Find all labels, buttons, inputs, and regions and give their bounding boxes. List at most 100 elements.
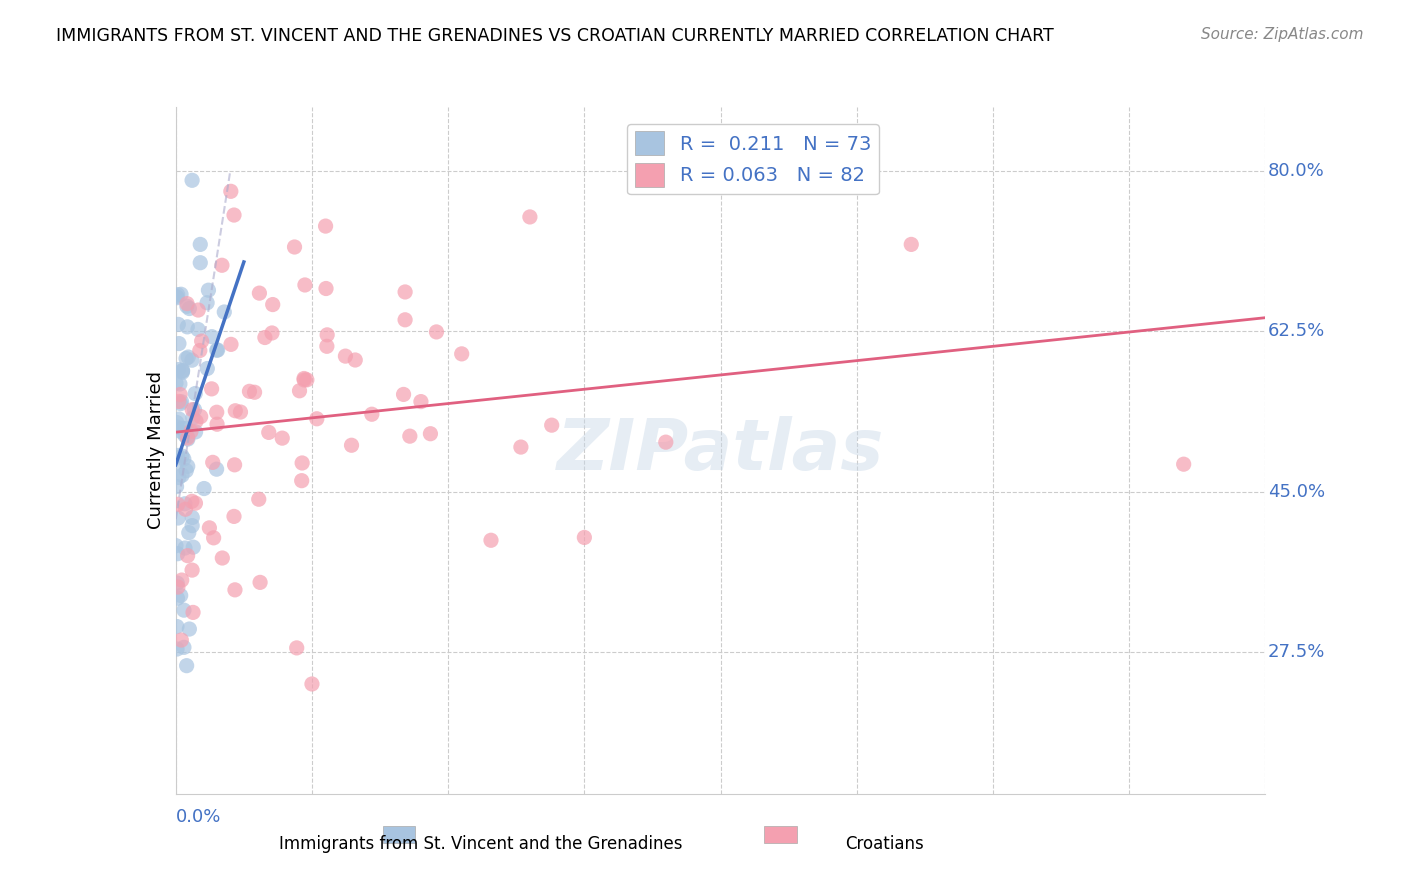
Point xyxy=(166,416,188,430)
Point xyxy=(202,531,225,545)
Point xyxy=(207,343,229,357)
Point xyxy=(183,402,205,417)
Point xyxy=(211,258,233,272)
Point xyxy=(167,394,190,409)
Point xyxy=(174,464,197,478)
Point xyxy=(285,640,308,655)
Point xyxy=(166,449,188,463)
Point xyxy=(181,518,204,533)
FancyBboxPatch shape xyxy=(382,826,416,843)
Point xyxy=(247,286,270,301)
Text: 45.0%: 45.0% xyxy=(1268,483,1324,500)
Point xyxy=(419,426,441,441)
Text: Immigrants from St. Vincent and the Grenadines: Immigrants from St. Vincent and the Gren… xyxy=(280,835,682,853)
Point xyxy=(176,296,198,310)
Point xyxy=(176,658,198,673)
Point xyxy=(900,237,922,252)
Point xyxy=(166,547,188,561)
Point xyxy=(166,497,188,511)
Point xyxy=(394,313,416,327)
Point xyxy=(179,622,201,636)
Point xyxy=(283,240,305,254)
Point xyxy=(176,299,198,313)
Point xyxy=(655,435,678,450)
Point xyxy=(253,330,276,344)
Point xyxy=(170,449,193,463)
Point xyxy=(479,533,502,548)
Point xyxy=(257,425,280,440)
Point xyxy=(398,429,420,443)
Point xyxy=(201,382,224,396)
Text: ZIPatlas: ZIPatlas xyxy=(557,416,884,485)
Point xyxy=(219,337,242,351)
Point xyxy=(174,541,197,555)
Point xyxy=(167,580,190,594)
Point xyxy=(409,394,432,409)
Point xyxy=(188,343,211,358)
Point xyxy=(177,525,200,540)
Point xyxy=(315,219,337,233)
Point xyxy=(229,405,252,419)
Point xyxy=(288,384,311,398)
Point xyxy=(166,576,188,591)
Legend: R =  0.211   N = 73, R = 0.063   N = 82: R = 0.211 N = 73, R = 0.063 N = 82 xyxy=(627,124,879,194)
Point xyxy=(540,418,562,433)
Point xyxy=(167,511,190,525)
Point xyxy=(177,459,200,474)
Point xyxy=(224,458,246,472)
Point xyxy=(166,420,188,434)
Point xyxy=(187,303,209,318)
Point xyxy=(167,318,190,332)
Point xyxy=(165,539,187,553)
Point xyxy=(181,402,204,417)
Point xyxy=(188,256,211,270)
Point xyxy=(170,589,193,603)
Point xyxy=(166,619,188,633)
Text: Croatians: Croatians xyxy=(845,835,924,853)
Point xyxy=(181,353,204,368)
Point xyxy=(190,334,212,348)
Point xyxy=(174,502,197,516)
Point xyxy=(201,329,224,343)
Point xyxy=(205,405,228,419)
Point xyxy=(214,305,236,319)
Point xyxy=(335,349,357,363)
Point xyxy=(166,455,188,469)
Point xyxy=(184,386,207,401)
Point xyxy=(181,410,204,425)
Point xyxy=(174,421,197,435)
Point xyxy=(247,492,270,507)
Point xyxy=(188,237,211,252)
Point xyxy=(425,325,447,339)
Point xyxy=(169,396,191,410)
Point xyxy=(574,531,596,545)
Point xyxy=(316,327,339,342)
Point xyxy=(165,376,187,390)
Point xyxy=(305,411,328,425)
Point xyxy=(170,633,193,648)
Point xyxy=(222,208,245,222)
Point xyxy=(166,479,188,493)
Point xyxy=(1173,457,1195,471)
Point xyxy=(172,421,194,435)
Point xyxy=(205,462,228,476)
Point xyxy=(291,456,314,470)
Point xyxy=(294,277,316,292)
Point xyxy=(181,510,204,524)
Point xyxy=(181,606,204,620)
Point xyxy=(176,431,198,445)
Point xyxy=(519,210,541,224)
Point xyxy=(224,403,246,417)
Point xyxy=(174,497,197,511)
FancyBboxPatch shape xyxy=(765,826,797,843)
Point xyxy=(205,417,228,432)
Point xyxy=(193,482,215,496)
Point xyxy=(201,455,224,469)
Point xyxy=(179,301,201,316)
Point xyxy=(180,425,202,439)
Point xyxy=(243,385,266,400)
Point xyxy=(170,394,193,409)
Point xyxy=(184,496,207,510)
Point xyxy=(222,509,245,524)
Point xyxy=(170,287,193,301)
